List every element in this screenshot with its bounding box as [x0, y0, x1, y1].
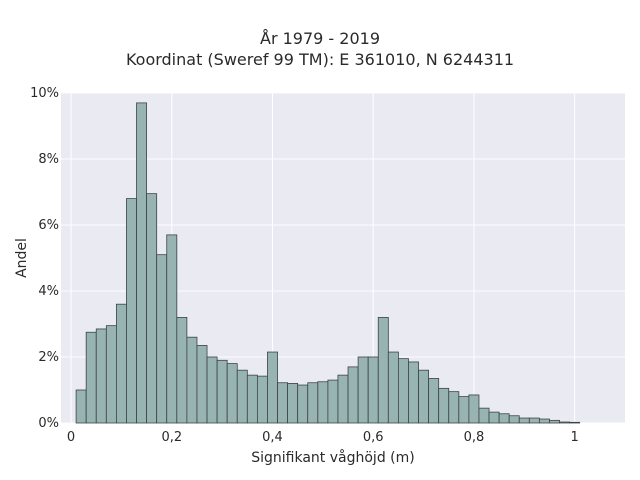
histogram-bar: [287, 382, 299, 424]
histogram-bar: [438, 387, 450, 424]
histogram-bar: [317, 381, 329, 424]
y-tick-label: 2%: [38, 350, 59, 365]
y-tick-label: 10%: [30, 86, 59, 101]
x-tick-label: 0,4: [262, 430, 283, 445]
histogram-bar: [226, 363, 238, 424]
histogram-bar: [538, 418, 550, 424]
histogram-bar: [176, 316, 188, 424]
histogram-bar: [387, 351, 399, 424]
histogram-bar: [156, 254, 168, 424]
histogram-bar: [337, 374, 349, 424]
bars: [75, 102, 581, 424]
histogram-bar: [216, 359, 228, 424]
histogram-bar: [146, 193, 158, 424]
histogram-bar: [418, 369, 430, 424]
histogram-bar: [297, 384, 309, 424]
histogram-bar: [518, 417, 530, 424]
histogram-bar: [246, 374, 258, 424]
histogram-bar: [408, 361, 419, 424]
histogram-bar: [196, 345, 208, 424]
chart-title-line: År 1979 - 2019: [260, 29, 380, 48]
histogram-bar: [428, 378, 440, 424]
histogram-bar: [458, 396, 470, 424]
histogram-bar: [166, 234, 178, 424]
histogram-bar: [549, 419, 560, 424]
histogram-bar: [126, 198, 137, 424]
histogram-bar: [85, 331, 97, 424]
histogram-bar: [236, 369, 248, 424]
histogram-bar: [347, 366, 359, 424]
histogram-bar: [115, 303, 127, 424]
x-tick-label: 0,2: [161, 430, 182, 445]
histogram-bar: [468, 394, 480, 424]
histogram-bar: [95, 328, 107, 424]
x-axis-ticks: 0 0,2 0,4 0,6 0,8 1: [67, 430, 579, 445]
histogram-bar: [267, 351, 278, 424]
x-tick-label: 1: [571, 430, 579, 445]
y-tick-label: 0%: [38, 416, 59, 431]
histogram-bar: [256, 375, 268, 424]
histogram-bar: [105, 325, 117, 424]
histogram-bar: [478, 407, 490, 424]
histogram-bar: [397, 358, 409, 424]
x-axis-label: Signifikant våghöjd (m): [251, 449, 414, 466]
chart-subtitle: Koordinat (Sweref 99 TM): E 361010, N 62…: [125, 50, 515, 69]
y-axis-label: Andel: [14, 238, 30, 278]
y-tick-label: 4%: [38, 284, 59, 299]
histogram-bar: [357, 356, 369, 424]
histogram-bar: [508, 415, 520, 424]
histogram-bar: [307, 382, 319, 424]
histogram-bar: [327, 379, 339, 424]
x-tick-label: 0: [67, 430, 75, 445]
x-tick-label: 0,6: [363, 430, 384, 445]
histogram-bar: [488, 411, 500, 424]
histogram-bar: [498, 413, 510, 424]
y-tick-label: 8%: [38, 152, 59, 167]
y-axis-ticks: 0% 2% 4% 6% 8% 10%: [30, 86, 59, 431]
histogram-bar: [377, 316, 389, 424]
y-tick-label: 6%: [38, 218, 59, 233]
histogram-bar: [136, 102, 148, 424]
histogram-bar: [186, 336, 198, 424]
histogram-bar: [448, 391, 460, 424]
histogram-bar: [367, 356, 379, 424]
histogram-bar: [559, 421, 571, 424]
histogram-bar: [569, 421, 581, 424]
histogram-bar: [277, 382, 289, 424]
histogram-bar: [206, 356, 218, 424]
histogram-bar: [528, 417, 540, 424]
x-tick-label: 0,8: [464, 430, 485, 445]
histogram-bar: [75, 389, 87, 424]
